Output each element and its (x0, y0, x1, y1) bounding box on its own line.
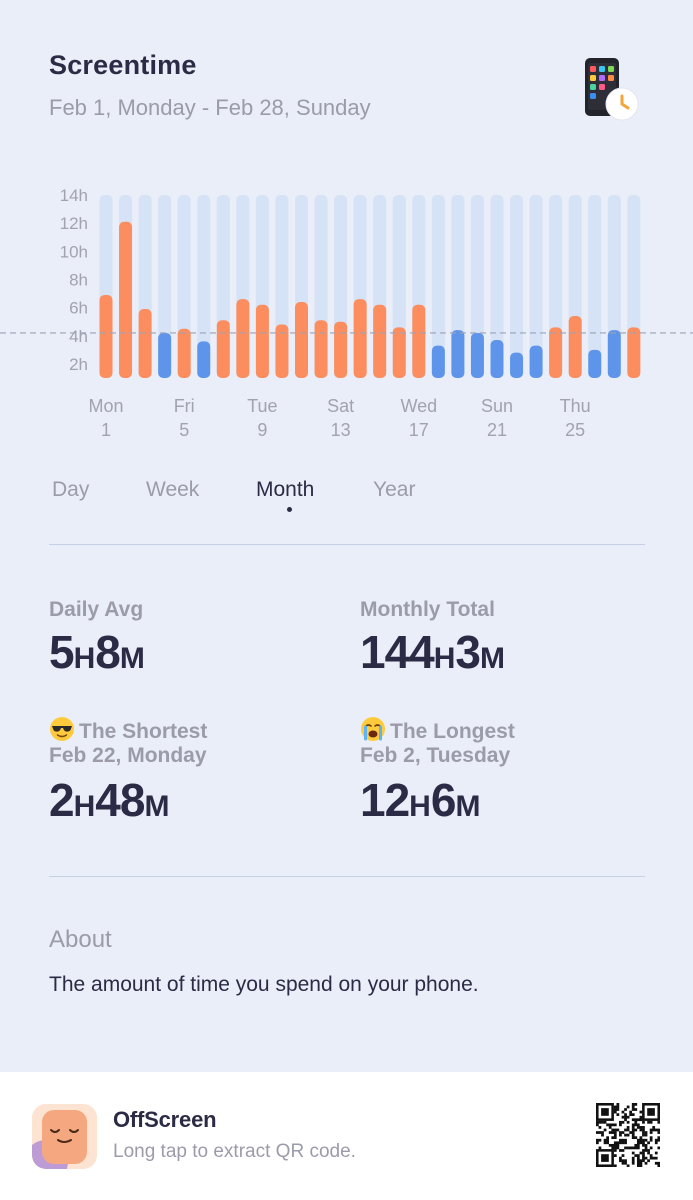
bar-day-27[interactable] (607, 330, 621, 378)
y-tick-label: 12h (60, 214, 88, 233)
bar-chart-svg: 14h 12h 10h 8h 6h 4h 2h Mon 1 Fri 5 Tue 9 Sat 13 Wed 17 S… (0, 186, 693, 440)
bar-day-6[interactable] (197, 341, 211, 378)
shortest-date: Feb 22, Monday (49, 744, 207, 767)
bar-day-21[interactable] (490, 339, 504, 378)
bar-day-25[interactable] (568, 316, 582, 378)
footer: OffScreen Long tap to extract QR code. (0, 1072, 693, 1200)
longest-date: Feb 2, Tuesday (360, 744, 511, 767)
x-tick-label: 1 (101, 420, 111, 440)
bar-day-13[interactable] (334, 321, 348, 378)
monthly-total-value: 144H3M (360, 626, 506, 678)
date-range: Feb 1, Monday - Feb 28, Sunday (49, 95, 371, 120)
shortest-value: 2H48M (49, 774, 170, 826)
bar-track (588, 195, 602, 378)
bar-day-15[interactable] (373, 304, 387, 378)
bar-track (510, 195, 524, 378)
x-tick-label: Fri (174, 396, 195, 416)
qr-code-icon[interactable] (596, 1103, 661, 1168)
x-tick-label: Sun (481, 396, 513, 416)
bar-day-4[interactable] (158, 332, 172, 378)
offscreen-logo-icon (32, 1104, 97, 1169)
x-tick-label: Wed (400, 396, 437, 416)
tab-month[interactable]: Month (256, 478, 315, 501)
x-tick-label: 5 (179, 420, 189, 440)
tab-day[interactable]: Day (52, 478, 90, 501)
bar-day-22[interactable] (510, 352, 524, 378)
x-tick-label: Sat (327, 396, 354, 416)
about-title: About (49, 926, 112, 953)
x-tick-label: 13 (331, 420, 351, 440)
daily-avg-value: 5H8M (49, 626, 145, 678)
x-tick-label: Mon (88, 396, 123, 416)
daily-avg-label: Daily Avg (49, 598, 144, 621)
monthly-total-label: Monthly Total (360, 598, 495, 621)
x-tick-label: 17 (409, 420, 429, 440)
bar-day-3[interactable] (138, 309, 152, 378)
screentime-card: Screentime Feb 1, Monday - Feb 28, Sunda… (0, 50, 693, 996)
y-tick-label: 6h (69, 299, 88, 318)
tab-year[interactable]: Year (373, 478, 416, 501)
about-text: The amount of time you spend on your pho… (49, 973, 479, 996)
bar-day-8[interactable] (236, 299, 250, 378)
bar-day-10[interactable] (275, 324, 289, 378)
bar-day-14[interactable] (353, 299, 367, 378)
bar-day-19[interactable] (451, 330, 465, 378)
longest-label: The Longest (360, 716, 515, 744)
x-tick-label: Tue (247, 396, 277, 416)
tab-week[interactable]: Week (146, 478, 200, 501)
bar-day-5[interactable] (177, 328, 191, 378)
screentime-chart: 14h 12h 10h 8h 6h 4h 2h Mon 1 Fri 5 Tue 9 Sat 13 Wed 17 S… (0, 170, 693, 450)
brand-name: OffScreen (113, 1107, 217, 1132)
x-tick-label: 9 (257, 420, 267, 440)
bar-day-16[interactable] (392, 327, 406, 378)
bar-day-26[interactable] (588, 349, 602, 378)
bar-track (431, 195, 445, 378)
active-tab-indicator (287, 507, 292, 512)
bar-track (490, 195, 504, 378)
bar-day-20[interactable] (470, 332, 484, 378)
y-tick-label: 4h (69, 327, 88, 346)
page-title: Screentime (49, 50, 197, 80)
bar-day-28[interactable] (627, 327, 641, 378)
qr-hint: Long tap to extract QR code. (113, 1141, 356, 1162)
bar-day-1[interactable] (99, 294, 113, 378)
sunglasses-emoji-icon (50, 717, 74, 741)
divider (49, 544, 645, 545)
bar-day-18[interactable] (431, 345, 445, 378)
y-tick-label: 8h (69, 270, 88, 289)
phone-clock-icon (582, 56, 642, 122)
y-tick-label: 2h (69, 355, 88, 374)
bar-day-12[interactable] (314, 320, 328, 378)
bar-day-23[interactable] (529, 345, 543, 378)
bar-track (529, 195, 543, 378)
y-tick-label: 14h (60, 186, 88, 205)
bar-day-11[interactable] (295, 301, 308, 378)
y-tick-label: 10h (60, 242, 88, 261)
bar-day-2[interactable] (119, 221, 133, 378)
bar-day-24[interactable] (549, 327, 563, 378)
divider (49, 876, 645, 877)
shortest-label: The Shortest (49, 716, 207, 744)
bar-track (158, 195, 172, 378)
x-tick-label: 25 (565, 420, 585, 440)
period-tabs: Day Week Month Year (0, 478, 693, 518)
x-tick-label: Thu (560, 396, 591, 416)
x-tick-label: 21 (487, 420, 507, 440)
bar-day-17[interactable] (412, 304, 426, 378)
longest-value: 12H6M (360, 774, 481, 826)
bar-track (197, 195, 211, 378)
bar-day-7[interactable] (216, 320, 230, 378)
crying-emoji-icon (361, 717, 385, 741)
bar-track (470, 195, 484, 378)
bar-day-9[interactable] (255, 304, 269, 378)
